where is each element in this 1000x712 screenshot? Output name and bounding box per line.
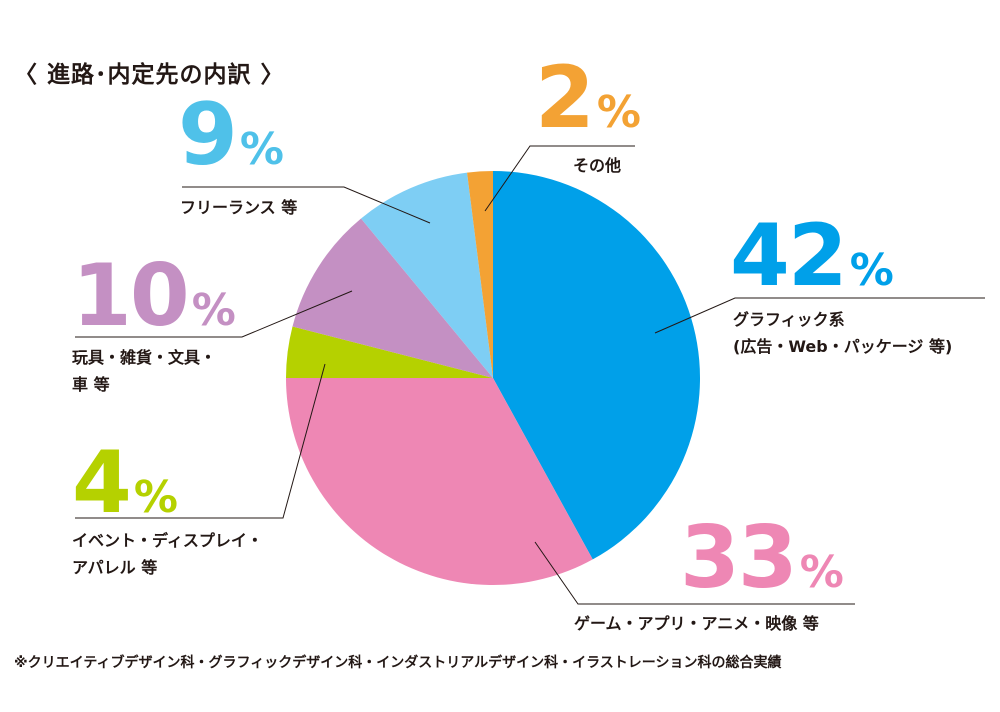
percent-sign: % [134, 472, 178, 523]
percent-label-freelance: 9% [178, 92, 284, 178]
percent-sign: % [192, 285, 236, 336]
percent-value: 4 [72, 433, 130, 533]
slice-label-line: フリーランス 等 [180, 194, 297, 221]
slice-label-line: その他 [573, 152, 621, 179]
percent-label-other: 2% [535, 55, 641, 141]
percent-sign: % [850, 245, 894, 296]
slice-label-toys: 玩具・雑貨・文具・ 車 等 [72, 344, 216, 398]
percent-value: 2 [535, 48, 593, 148]
slice-label-event: イベント・ディスプレイ・ アパレル 等 [72, 527, 263, 581]
percent-sign: % [240, 124, 284, 175]
footnote: ※クリエイティブデザイン科・グラフィックデザイン科・インダストリアルデザイン科・… [14, 652, 782, 672]
percent-value: 42 [730, 206, 846, 306]
slice-label-graphic: グラフィック系 (広告・Web・パッケージ 等) [733, 306, 952, 360]
slice-label-freelance: フリーランス 等 [180, 194, 297, 221]
pie-slices [286, 171, 700, 585]
chart-title: 〈 進路･内定先の内訳 〉 [14, 55, 285, 89]
percent-value: 33 [680, 508, 796, 608]
slice-label-line: アパレル 等 [72, 554, 263, 581]
percent-value: 10 [72, 246, 188, 346]
slice-label-line: 車 等 [72, 371, 216, 398]
percent-sign: % [597, 87, 641, 138]
slice-label-line: 玩具・雑貨・文具・ [72, 344, 216, 371]
slice-label-line: グラフィック系 [733, 306, 952, 333]
percent-label-event: 4% [72, 440, 178, 526]
percent-label-graphic: 42% [730, 213, 894, 299]
slice-label-line: イベント・ディスプレイ・ [72, 527, 263, 554]
percent-label-toys: 10% [72, 253, 236, 339]
percent-sign: % [800, 547, 844, 598]
slice-label-game: ゲーム・アプリ・アニメ・映像 等 [574, 610, 819, 637]
percent-value: 9 [178, 85, 236, 185]
slice-label-line: ゲーム・アプリ・アニメ・映像 等 [574, 610, 819, 637]
slice-label-line: (広告・Web・パッケージ 等) [733, 333, 952, 360]
slice-label-other: その他 [573, 152, 621, 179]
percent-label-game: 33% [680, 515, 844, 601]
